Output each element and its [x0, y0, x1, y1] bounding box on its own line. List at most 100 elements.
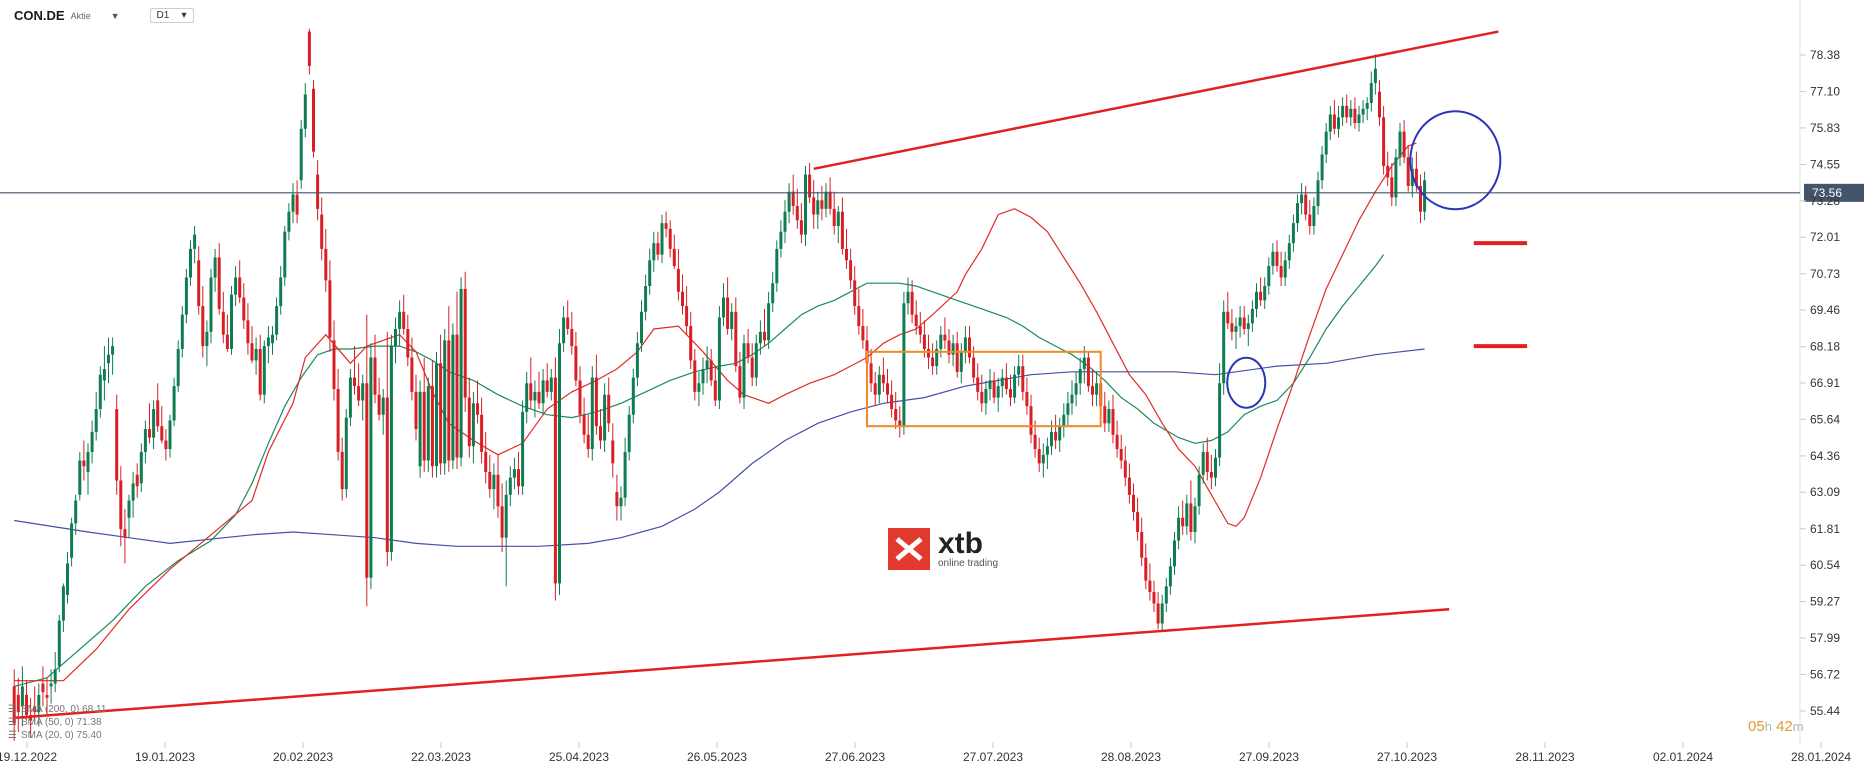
current-price-label: 73.56 — [1812, 186, 1842, 200]
annotations: 73.56 — [0, 30, 1864, 720]
candle-down — [201, 286, 205, 358]
candle-body — [918, 326, 922, 335]
candle-body — [459, 288, 463, 458]
symbol-name[interactable]: CON.DE — [14, 8, 65, 23]
candle-down — [1386, 151, 1390, 186]
candle-down — [1009, 374, 1012, 407]
candle-body — [681, 291, 684, 307]
candle-up — [435, 351, 438, 478]
candle-down — [1332, 100, 1336, 135]
legend-row-sma200[interactable]: ☰ SMA (200, 0) 68.11 — [8, 703, 106, 716]
candle-body — [307, 31, 311, 66]
candle-down — [336, 368, 340, 461]
candle-body — [1419, 185, 1422, 212]
price-tick-label: 66.91 — [1810, 376, 1840, 390]
timeframe-select[interactable]: D1 ▾ — [149, 8, 194, 23]
candle-down — [246, 303, 250, 355]
candle-body — [1000, 377, 1004, 387]
candle-up — [1045, 437, 1049, 470]
candle-up — [1066, 391, 1070, 427]
candle-body — [881, 374, 885, 384]
candle-body — [492, 474, 496, 490]
candle-body — [340, 451, 344, 490]
lower-trendline — [14, 607, 1450, 720]
candle-body — [435, 363, 438, 467]
candle-body — [512, 469, 516, 478]
candle-down — [594, 354, 598, 435]
candle-body — [1111, 409, 1115, 435]
candle-body — [1324, 131, 1328, 155]
candle-body — [1136, 511, 1140, 532]
candle-up — [287, 203, 291, 241]
candle-body — [775, 248, 779, 284]
candle-body — [20, 686, 24, 707]
candle-body — [574, 346, 578, 381]
candle-down — [332, 320, 336, 401]
candle-body — [484, 451, 488, 472]
candle-body — [951, 343, 955, 355]
candle-body — [189, 248, 192, 278]
indicator-menu-icon[interactable]: ☰ — [8, 717, 17, 728]
candle-up — [1283, 251, 1287, 287]
candle-up — [49, 669, 53, 704]
candle-up — [254, 337, 258, 375]
candle-down — [148, 403, 151, 444]
countdown-minutes-unit: m — [1792, 719, 1804, 734]
candle-body — [467, 397, 471, 447]
candle-up — [344, 409, 348, 498]
candle-up — [86, 443, 90, 495]
candle-body — [722, 297, 725, 318]
candle-up — [939, 326, 943, 358]
candle-body — [74, 500, 78, 524]
date-tick-label: 27.09.2023 — [1239, 750, 1299, 764]
candle-body — [1304, 194, 1308, 215]
date-axis: 19.12.2022 19.01.2023 20.02.2023 22.03.2023… — [0, 742, 1851, 764]
candle-down — [197, 246, 201, 315]
candle-body — [1283, 260, 1287, 278]
indicator-menu-icon[interactable]: ☰ — [8, 704, 17, 715]
candle-body — [1353, 108, 1357, 124]
candle-body — [324, 248, 328, 281]
candle-body — [619, 497, 623, 507]
candle-body — [250, 343, 254, 361]
candle-body — [385, 397, 389, 553]
candle-up — [705, 346, 709, 384]
candle-down — [894, 391, 898, 430]
candle-body — [640, 311, 643, 344]
symbol-dropdown-icon[interactable]: ▼ — [110, 10, 120, 21]
candle-down — [1148, 563, 1152, 601]
candle-up — [1337, 105, 1340, 138]
candle-body — [123, 529, 127, 538]
candle-down — [455, 291, 459, 470]
highlight-ellipse — [1226, 356, 1267, 409]
candle-body — [603, 394, 607, 441]
candle-body — [1398, 131, 1402, 158]
indicator-menu-icon[interactable]: ☰ — [8, 730, 17, 741]
candle-body — [804, 174, 807, 235]
candle-body — [86, 451, 90, 472]
candle-body — [1177, 517, 1181, 541]
candle-down — [357, 363, 361, 407]
legend-row-sma20[interactable]: ☰ SMA (20, 0) 75.40 — [8, 729, 106, 742]
candle-body — [1086, 357, 1090, 387]
candle-down — [537, 371, 541, 410]
candle-up — [1398, 123, 1402, 166]
candle-up — [1238, 306, 1242, 338]
candle-down — [947, 328, 951, 364]
candle-down — [845, 228, 848, 269]
candle-up — [189, 240, 192, 287]
candle-body — [779, 231, 783, 249]
candle-down — [1345, 94, 1349, 124]
candle-body — [148, 429, 151, 438]
legend-row-sma50[interactable]: ☰ SMA (50, 0) 71.38 — [8, 716, 106, 729]
candle-body — [832, 208, 836, 227]
candle-up — [1234, 317, 1238, 349]
candle-body — [1259, 291, 1263, 301]
candle-body — [734, 311, 738, 367]
candle-body — [1066, 403, 1070, 415]
candle-down — [430, 360, 434, 478]
candle-body — [1058, 426, 1062, 441]
candle-up — [94, 391, 98, 441]
candle-body — [414, 391, 418, 430]
